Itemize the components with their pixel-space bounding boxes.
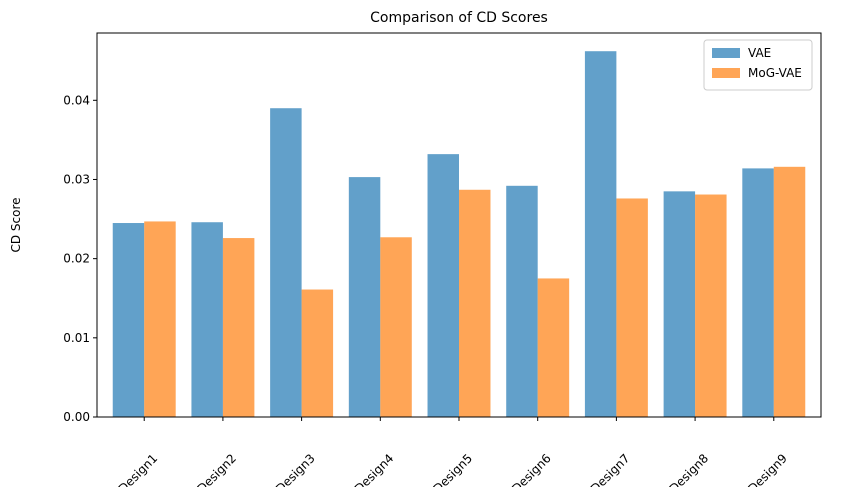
y-tick-label: 0.01 [63,331,90,345]
x-tick-label: Design9 [745,451,790,487]
bar-vae-design7 [584,51,617,418]
bar-mog-vae-design5 [459,189,491,417]
x-tick-label: Design3 [273,451,318,487]
bar-mog-vae-design3 [301,289,334,417]
bar-vae-design8 [663,191,696,417]
legend-label-mog-vae: MoG-VAE [748,66,802,80]
bar-vae-design2 [191,222,223,417]
bar-mog-vae-design7 [616,198,648,417]
legend-swatch-mog-vae [712,68,740,78]
bar-mog-vae-design6 [537,278,570,417]
legend-label-vae: VAE [748,46,771,60]
legend-swatch-vae [712,48,740,58]
bar-mog-vae-design9 [773,166,806,417]
bar-mog-vae-design4 [380,237,412,417]
bars-layer [112,51,806,418]
x-tick-label: Design8 [667,451,712,487]
x-tick-label: Design1 [116,451,161,487]
bar-mog-vae-design8 [695,194,727,417]
chart-title: Comparison of CD Scores [370,10,548,26]
x-tick-label: Design6 [509,451,554,487]
bar-vae-design5 [427,154,459,418]
bar-vae-design4 [348,177,381,417]
y-tick-label: 0.02 [63,252,90,266]
bar-vae-design1 [112,223,145,417]
x-tick-label: Design4 [352,451,397,487]
y-axis-label: CD Score [9,197,23,252]
bar-vae-design3 [270,108,302,417]
y-tick-label: 0.00 [63,410,90,424]
bar-vae-design9 [742,168,774,417]
bar-mog-vae-design1 [144,221,176,417]
x-tick-label: Design2 [194,451,239,487]
bar-vae-design6 [506,185,538,417]
bar-mog-vae-design2 [222,238,255,417]
y-tick-label: 0.03 [63,172,90,186]
legend: VAE MoG-VAE [703,39,813,91]
y-tick-label: 0.04 [63,93,90,107]
x-tick-label: Design7 [588,451,633,487]
x-tick-label: Design5 [431,451,476,487]
